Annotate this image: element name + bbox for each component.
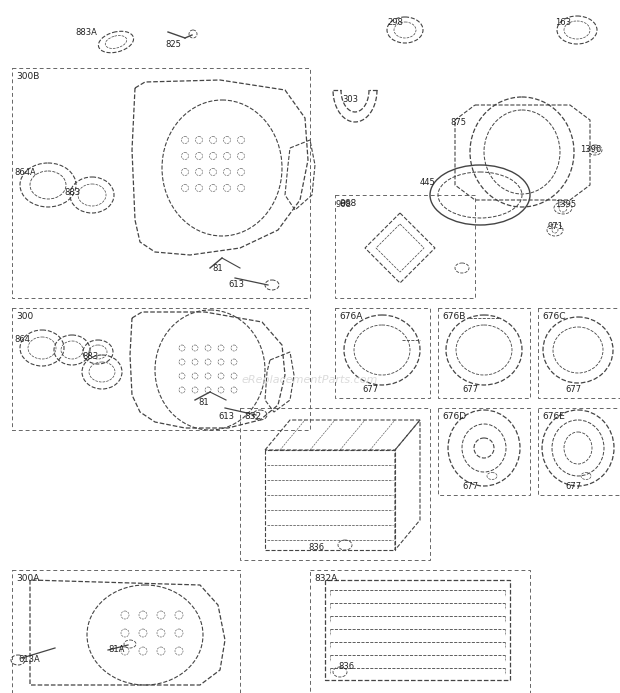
Text: 676B: 676B <box>442 312 466 321</box>
Text: eReplacementParts.com: eReplacementParts.com <box>242 375 378 385</box>
Text: 677: 677 <box>565 482 581 491</box>
Text: 677: 677 <box>462 482 478 491</box>
Text: 971: 971 <box>547 222 563 231</box>
Text: 81: 81 <box>198 398 208 407</box>
Text: 883: 883 <box>82 352 98 361</box>
Text: 883: 883 <box>64 188 80 197</box>
Text: 968: 968 <box>339 199 356 208</box>
Text: 883A: 883A <box>75 28 97 37</box>
Text: 676E: 676E <box>542 412 565 421</box>
Text: 832A: 832A <box>314 574 337 583</box>
Text: 1396: 1396 <box>580 145 601 154</box>
Text: 677: 677 <box>462 385 478 394</box>
Text: 968: 968 <box>335 200 351 209</box>
Text: 836: 836 <box>338 662 354 671</box>
Text: 864A: 864A <box>14 168 36 177</box>
Text: 864: 864 <box>14 335 30 344</box>
Text: 676A: 676A <box>339 312 362 321</box>
Text: 303: 303 <box>342 95 358 104</box>
Text: 677: 677 <box>362 385 378 394</box>
Text: 677: 677 <box>565 385 581 394</box>
Text: 613A: 613A <box>18 655 40 664</box>
Text: 1395: 1395 <box>555 200 576 209</box>
Text: 825: 825 <box>165 40 181 49</box>
Text: 445: 445 <box>420 178 436 187</box>
Text: 836: 836 <box>308 543 324 552</box>
Text: 81: 81 <box>212 264 223 273</box>
Text: 298: 298 <box>387 18 403 27</box>
Text: 300: 300 <box>16 312 33 321</box>
Text: 300B: 300B <box>16 72 40 81</box>
Text: 613: 613 <box>218 412 234 421</box>
Text: 832: 832 <box>244 412 261 421</box>
Text: 676C: 676C <box>542 312 565 321</box>
Text: 613: 613 <box>228 280 244 289</box>
Text: 81A: 81A <box>108 645 125 654</box>
Text: 875: 875 <box>450 118 466 127</box>
Text: 676D: 676D <box>442 412 466 421</box>
Text: 163: 163 <box>555 18 571 27</box>
Text: 300A: 300A <box>16 574 40 583</box>
